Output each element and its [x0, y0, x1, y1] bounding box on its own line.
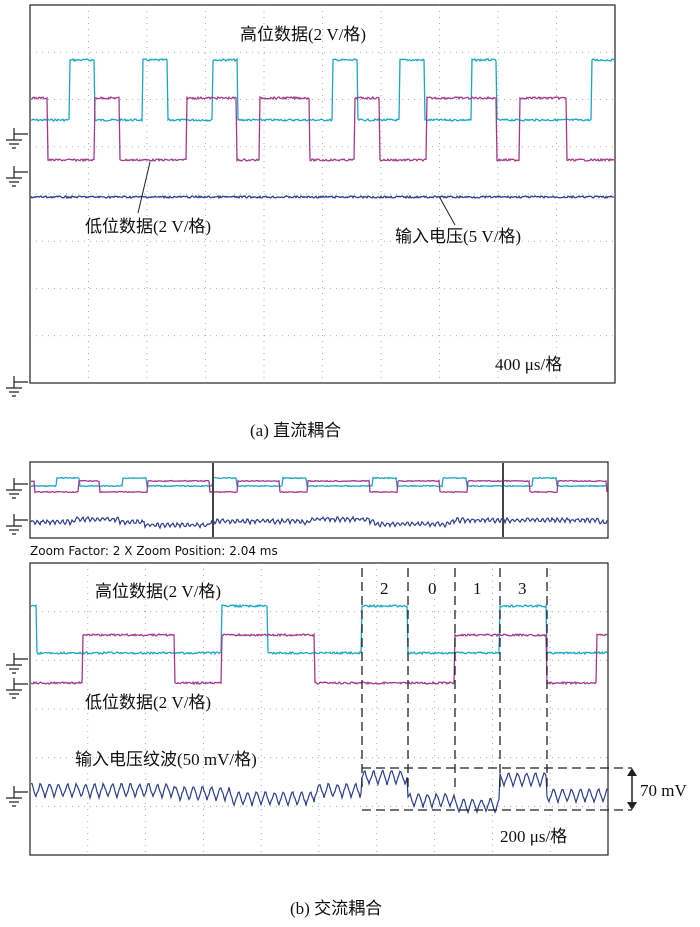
ground-marker — [6, 478, 28, 499]
ground-marker — [6, 166, 28, 187]
overview-frame — [29, 461, 609, 539]
waveforms — [6, 5, 637, 855]
trace — [30, 194, 615, 200]
label-low-b: 低位数据(2 V/格) — [85, 693, 211, 712]
label-timebase-b: 200 μs/格 — [500, 827, 567, 846]
ground-marker — [6, 376, 28, 397]
caption-a: (a) 直流耦合 — [250, 421, 341, 440]
label-input: 输入电压(5 V/格) — [395, 227, 521, 246]
trace — [31, 479, 608, 494]
trace — [31, 95, 615, 163]
code: 0 — [428, 579, 437, 598]
trace — [30, 515, 608, 530]
pointer — [137, 161, 151, 214]
code: 2 — [380, 579, 389, 598]
ground-marker — [6, 786, 28, 807]
ground-marker — [6, 653, 28, 674]
panel-a-frame — [29, 4, 616, 384]
label-70mv: 70 mV — [640, 781, 687, 800]
trace — [30, 476, 608, 488]
trace — [30, 632, 608, 686]
code: 1 — [473, 579, 482, 598]
label-ripple: 输入电压纹波(50 mV/格) — [75, 750, 257, 769]
pointer — [439, 197, 456, 226]
code: 3 — [518, 579, 527, 598]
caption-b: (b) 交流耦合 — [290, 899, 382, 918]
trace — [30, 57, 615, 123]
label-high: 高位数据(2 V/格) — [240, 25, 366, 44]
ground-marker — [6, 128, 28, 149]
trace — [30, 603, 608, 656]
ground-marker — [6, 514, 28, 535]
ground-marker — [6, 678, 28, 699]
zoom-info: Zoom Factor: 2 X Zoom Position: 2.04 ms — [30, 544, 278, 558]
label-low: 低位数据(2 V/格) — [85, 217, 211, 236]
label-high-b: 高位数据(2 V/格) — [95, 582, 221, 601]
trace — [30, 769, 608, 815]
label-timebase: 400 μs/格 — [495, 355, 562, 374]
